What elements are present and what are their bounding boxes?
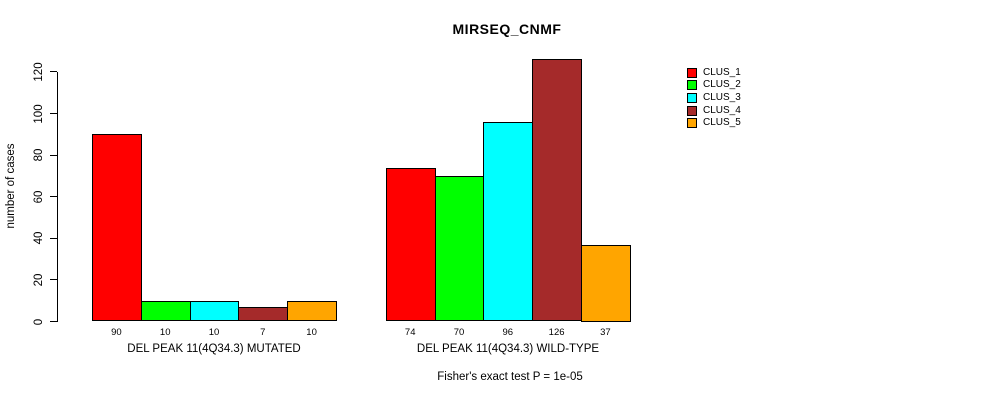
- bar-clus_3-mutated: [189, 300, 240, 322]
- legend-item-clus_3: CLUS_3: [687, 92, 741, 104]
- legend-swatch-clus_3: [687, 92, 697, 103]
- y-axis-tick-label: 120: [33, 62, 45, 82]
- y-axis-line: [57, 71, 59, 322]
- bar-value-label: 10: [159, 326, 171, 338]
- bar-clus_5-wildtype: [581, 244, 631, 322]
- bar-clus_2-mutated: [140, 300, 191, 322]
- bar-value-label: 74: [404, 326, 416, 338]
- y-axis-tick-label: 20: [33, 273, 45, 287]
- y-axis-tick-label: 40: [33, 231, 45, 245]
- legend-label: CLUS_1: [703, 66, 741, 78]
- legend-label: CLUS_2: [703, 79, 741, 91]
- bar-clus_2-wildtype: [434, 175, 485, 322]
- legend-label: CLUS_3: [703, 91, 741, 103]
- legend-swatch-clus_5: [687, 118, 697, 129]
- bar-value-label: 37: [600, 326, 611, 338]
- legend-item-clus_1: CLUS_1: [687, 67, 741, 79]
- legend-label: CLUS_4: [703, 104, 741, 116]
- fisher-test-note: Fisher's exact test P = 1e-05: [437, 371, 583, 383]
- legend-item-clus_2: CLUS_2: [687, 79, 741, 91]
- y-axis-tick-label: 80: [33, 148, 45, 162]
- bar-value-label: 10: [306, 326, 317, 338]
- bar-value-label: 126: [548, 326, 565, 338]
- y-axis-label: number of cases: [5, 143, 17, 229]
- chart-title: MIRSEQ_CNMF: [452, 21, 562, 37]
- legend-item-clus_4: CLUS_4: [687, 105, 741, 117]
- bar-value-label: 90: [111, 326, 122, 338]
- y-axis-tick: [50, 112, 57, 115]
- legend-swatch-clus_2: [687, 80, 697, 91]
- y-axis-tick-label: 100: [33, 103, 45, 124]
- y-axis-tick: [50, 196, 57, 198]
- bar-value-label: 7: [260, 326, 266, 338]
- legend-swatch-clus_4: [687, 105, 697, 116]
- bar-clus_4-wildtype: [532, 59, 582, 322]
- y-axis-tick: [50, 71, 57, 73]
- bar-clus_1-wildtype: [385, 167, 436, 322]
- bar-value-label: 10: [208, 326, 220, 338]
- category-label-wildtype: DEL PEAK 11(4Q34.3) WILD-TYPE: [416, 343, 600, 355]
- y-axis-tick-label: 0: [33, 318, 45, 325]
- y-axis-tick: [50, 154, 57, 156]
- bar-value-label: 70: [453, 326, 465, 338]
- bar-clus_3-wildtype: [483, 121, 534, 322]
- legend-item-clus_5: CLUS_5: [687, 117, 741, 129]
- y-axis-tick: [50, 320, 57, 323]
- bar-clus_4-mutated: [238, 306, 289, 322]
- y-axis-tick-label: 60: [33, 190, 45, 204]
- legend-label: CLUS_5: [703, 117, 741, 129]
- bar-clus_5-mutated: [287, 300, 337, 322]
- legend-swatch-clus_1: [687, 67, 697, 78]
- y-axis-tick: [50, 279, 57, 281]
- category-label-mutated: DEL PEAK 11(4Q34.3) MUTATED: [127, 343, 301, 355]
- bar-value-label: 96: [502, 326, 514, 338]
- bar-clus_1-mutated: [92, 134, 142, 322]
- y-axis-tick: [50, 237, 57, 239]
